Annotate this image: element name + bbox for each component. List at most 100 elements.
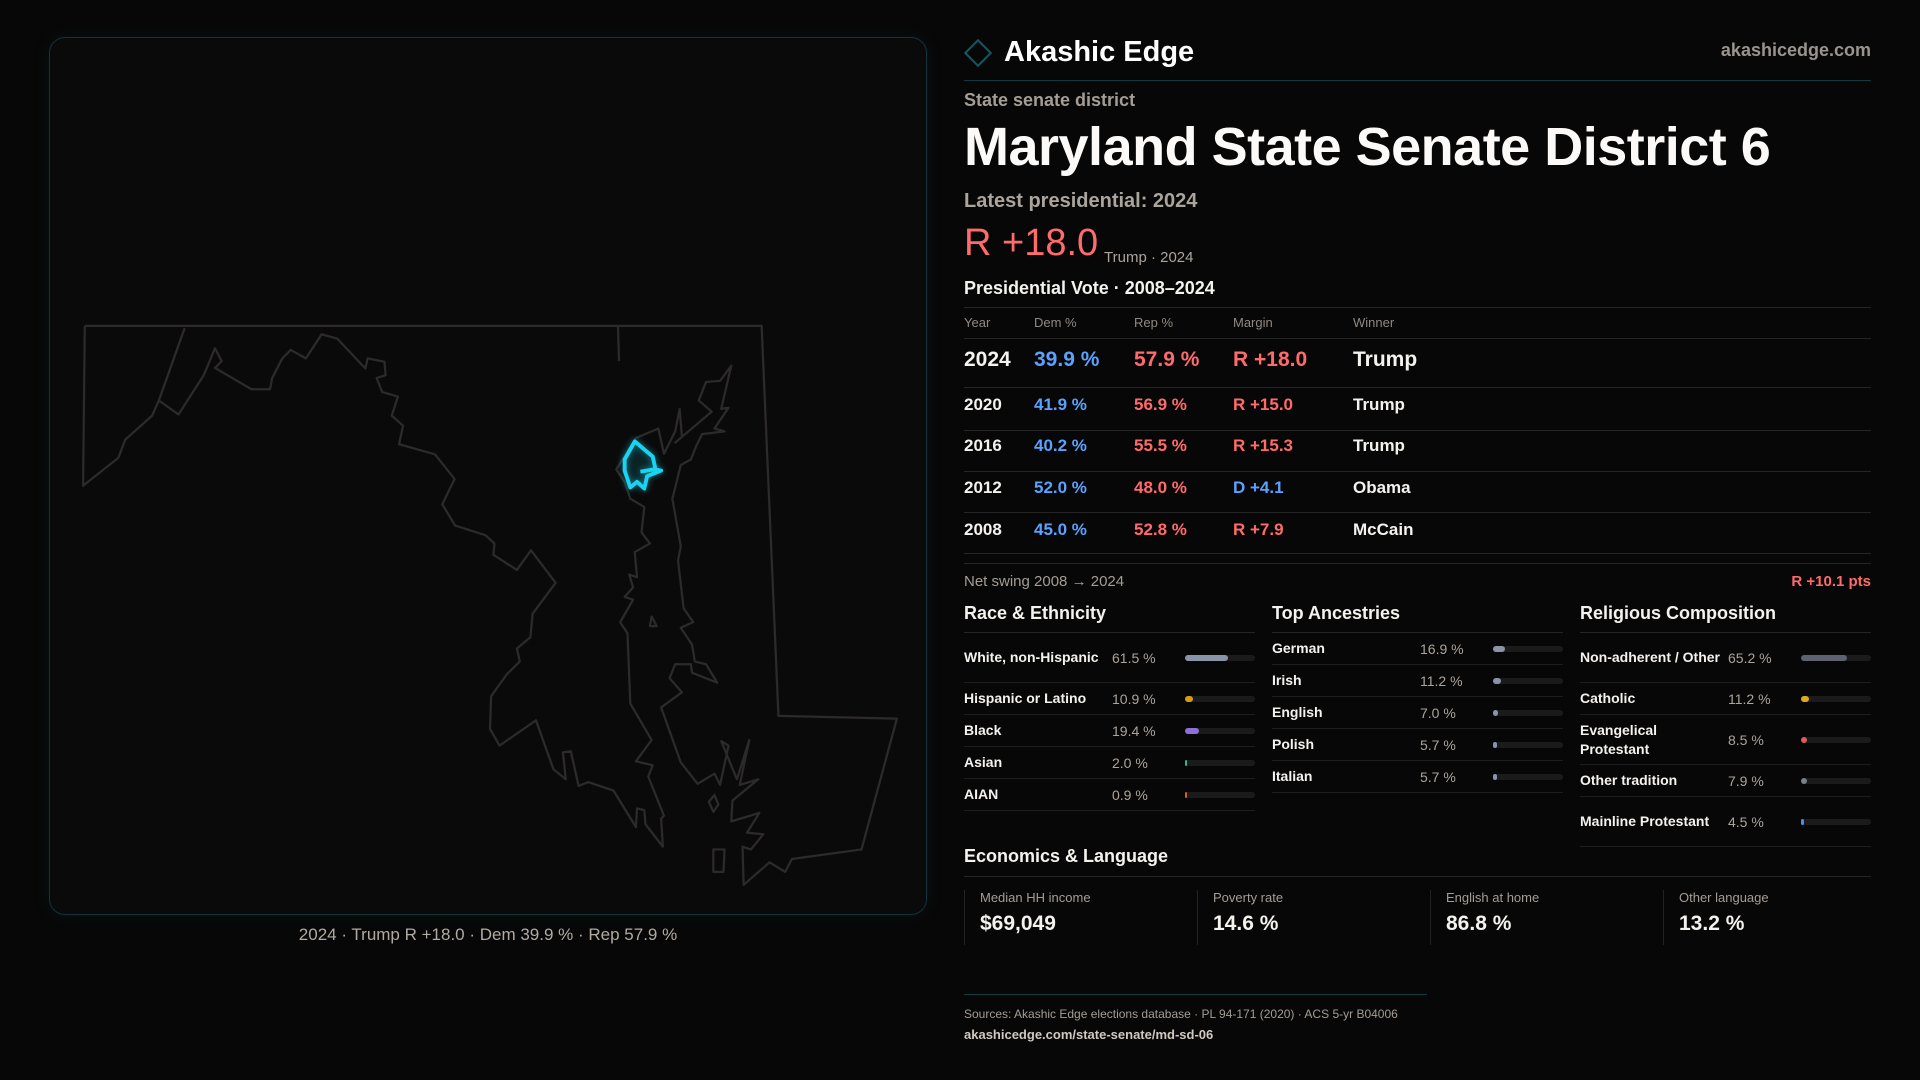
item-label: Mainline Protestant xyxy=(1580,813,1710,829)
column-header: Year xyxy=(964,315,991,330)
share-bar xyxy=(1801,695,1871,702)
share-bar xyxy=(1493,741,1563,748)
stat-card: Median HH income $69,049 xyxy=(964,890,1196,945)
divider xyxy=(1272,632,1563,633)
stat-label: Poverty rate xyxy=(1213,890,1284,905)
year-cell: 2012 xyxy=(964,478,1002,497)
item-label: White, non-Hispanic xyxy=(964,649,1099,665)
dem-cell: 52.0 % xyxy=(1034,478,1087,497)
share-bar-fill xyxy=(1493,741,1497,748)
brand-logo[interactable]: Akashic Edge xyxy=(963,36,1195,69)
item-value: 11.2 % xyxy=(1728,690,1771,707)
stat-card: English at home 86.8 % xyxy=(1430,890,1662,945)
item-label: Evangelical Protestant xyxy=(1580,721,1658,757)
sources: Sources: Akashic Edge elections database… xyxy=(964,1007,1398,1021)
brand-name: Akashic Edge xyxy=(1004,36,1195,68)
stat-value: 14.6 % xyxy=(1213,912,1279,935)
item-label: Asian xyxy=(964,754,1003,770)
item-value: 10.9 % xyxy=(1112,690,1156,707)
share-bar-fill xyxy=(1801,695,1809,702)
page-url[interactable]: akashicedge.com/state-senate/md-sd-06 xyxy=(964,1027,1214,1042)
map-caption: 2024 · Trump R +18.0 · Dem 39.9 % · Rep … xyxy=(298,925,678,944)
item-value: 4.5 % xyxy=(1728,813,1764,830)
share-bar-fill xyxy=(1493,677,1501,684)
column-header: Dem % xyxy=(1034,315,1077,330)
item-value: 61.5 % xyxy=(1112,649,1156,666)
list-item: Polish 5.7 % xyxy=(1272,729,1563,761)
item-label: Other tradition xyxy=(1580,772,1678,788)
list-item: Catholic 11.2 % xyxy=(1580,683,1871,715)
share-bar xyxy=(1493,709,1563,716)
list-item: Other tradition 7.9 % xyxy=(1580,765,1871,797)
stat-label: English at home xyxy=(1446,890,1540,905)
list-item: Italian 5.7 % xyxy=(1272,761,1563,793)
item-label: AIAN xyxy=(964,786,999,802)
dem-cell: 40.2 % xyxy=(1034,436,1087,455)
share-bar xyxy=(1801,777,1871,784)
item-label: Black xyxy=(964,722,1002,738)
item-value: 16.9 % xyxy=(1420,640,1464,657)
share-bar-fill xyxy=(1185,695,1193,702)
column-header: Margin xyxy=(1233,315,1273,330)
item-label: Polish xyxy=(1272,736,1315,752)
stat-label: Median HH income xyxy=(980,890,1091,905)
district-6-highlight xyxy=(622,439,664,491)
economics-title: Economics & Language xyxy=(964,846,1169,866)
item-value: 7.0 % xyxy=(1420,704,1456,721)
share-bar xyxy=(1493,773,1563,780)
share-bar xyxy=(1493,677,1563,684)
item-value: 19.4 % xyxy=(1112,722,1156,739)
list-item: English 7.0 % xyxy=(1272,697,1563,729)
state-outline xyxy=(81,324,898,886)
state-map[interactable] xyxy=(41,291,921,914)
section-title: Top Ancestries xyxy=(1272,603,1401,623)
share-bar-fill xyxy=(1801,736,1807,743)
rep-cell: 52.8 % xyxy=(1134,520,1187,539)
year-cell: 2024 xyxy=(964,348,1011,371)
list-item: AIAN 0.9 % xyxy=(964,779,1255,811)
share-bar xyxy=(1185,654,1255,661)
net-swing-label: Net swing 2008 → 2024 xyxy=(964,573,1125,590)
item-label: Hispanic or Latino xyxy=(964,690,1087,706)
share-bar xyxy=(1185,727,1255,734)
list-item: Non-adherent / Other 65.2 % xyxy=(1580,633,1871,683)
list-item: Hispanic or Latino 10.9 % xyxy=(964,683,1255,715)
stat-value: 86.8 % xyxy=(1446,912,1512,935)
share-bar-fill xyxy=(1185,759,1187,766)
rep-cell: 48.0 % xyxy=(1134,478,1187,497)
share-bar-fill xyxy=(1185,654,1229,661)
year-cell: 2016 xyxy=(964,436,1002,455)
map-panel[interactable] xyxy=(49,37,927,915)
latest-margin: R +18.0 xyxy=(964,222,1099,264)
margin-cell: D +4.1 xyxy=(1233,478,1284,497)
margin-cell: R +15.0 xyxy=(1233,395,1294,414)
item-label: Catholic xyxy=(1580,690,1636,706)
divider xyxy=(964,553,1871,554)
footer-divider xyxy=(964,994,1427,995)
year-cell: 2020 xyxy=(964,395,1002,414)
page-title: Maryland State Senate District 6 xyxy=(964,117,1771,177)
divider xyxy=(964,632,1255,633)
list-item: Irish 11.2 % xyxy=(1272,665,1563,697)
divider xyxy=(1580,632,1871,633)
item-label: Non-adherent / Other xyxy=(1580,649,1721,665)
stat-card: Poverty rate 14.6 % xyxy=(1197,890,1429,945)
share-bar-fill xyxy=(1493,773,1497,780)
item-label: English xyxy=(1272,704,1323,720)
margin-cell: R +18.0 xyxy=(1233,348,1308,371)
column-header: Winner xyxy=(1353,315,1395,330)
year-cell: 2008 xyxy=(964,520,1002,539)
rep-cell: 56.9 % xyxy=(1134,395,1187,414)
site-link[interactable]: akashicedge.com xyxy=(1720,40,1871,60)
item-value: 2.0 % xyxy=(1112,754,1148,771)
diamond-outline-icon xyxy=(963,38,993,67)
list-item: Asian 2.0 % xyxy=(964,747,1255,779)
list-item: Evangelical Protestant 8.5 % xyxy=(1580,715,1871,765)
share-bar xyxy=(1801,818,1871,825)
item-value: 8.5 % xyxy=(1728,731,1764,748)
divider xyxy=(964,563,1871,564)
item-value: 11.2 % xyxy=(1420,672,1463,689)
share-bar xyxy=(1185,759,1255,766)
divider xyxy=(964,430,1871,431)
share-bar-fill xyxy=(1801,818,1805,825)
